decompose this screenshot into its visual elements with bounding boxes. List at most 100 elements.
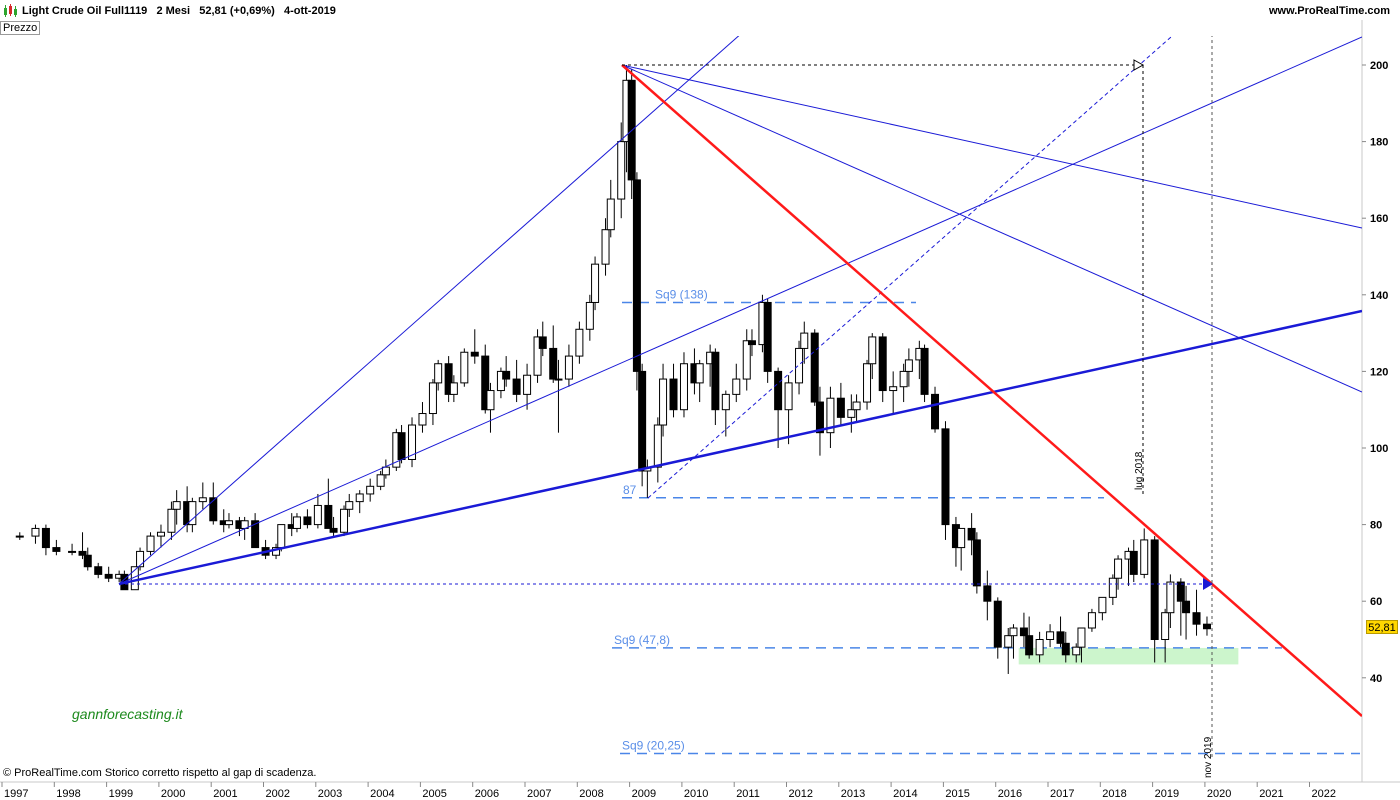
candle-body [784,382,793,411]
candle [747,329,756,357]
candle-body [78,550,87,556]
site-link[interactable]: www.ProRealTime.com [1268,5,1390,17]
candle-body [1129,550,1138,575]
level-label-3: Sq9 (20,25) [622,738,685,752]
candle [188,497,197,533]
candle [941,421,950,540]
candle-body [188,501,197,526]
gann-fan-line-1 [118,36,740,585]
candle-body [104,573,113,579]
candle [324,478,333,529]
candle-body [763,301,772,372]
x-tick-label: 2010 [684,788,708,800]
level-label-2: Sq9 (47,8) [614,633,670,647]
candle-body [1176,581,1185,602]
chart-header: Light Crude Oil Full1119 2 Mesi 52,81 (+… [0,0,1400,22]
candle-body [695,363,704,384]
candle [355,490,364,514]
candle [957,527,966,571]
dashed-angle-line [647,36,1173,499]
candle-body [172,501,181,510]
candle-body [481,355,490,411]
candle-body [1161,612,1170,641]
panel-label[interactable]: Prezzo [0,21,41,35]
candle [659,363,668,437]
candle [763,298,772,383]
x-tick-label: 2009 [632,788,656,800]
candle [381,459,390,479]
x-tick-label: 2018 [1102,788,1126,800]
x-tick-label: 2004 [370,788,394,800]
candle [1150,536,1159,663]
candle-body [538,336,547,349]
candle [732,363,741,403]
candle [847,394,856,433]
candle-body [653,424,662,468]
candle-body [496,370,505,392]
candle [1072,643,1081,663]
candle-body [1202,623,1211,630]
y-tick-label: 60 [1370,596,1382,608]
candle [1019,612,1028,648]
candle [156,524,165,548]
candle [68,543,77,556]
candle [591,256,600,311]
candle-body [575,328,584,357]
candle-body [251,520,260,549]
gann-fan-line-2 [118,36,1362,585]
candle-body [632,179,641,372]
candle-body [564,355,573,380]
candle [366,478,375,502]
x-tick-label: 2021 [1259,788,1283,800]
candle-body [1098,596,1107,614]
x-tick-label: 2012 [789,788,813,800]
candle-body [277,524,286,549]
candle-body [957,527,966,549]
candle-body [198,497,207,503]
candle [972,532,981,594]
watermark: gannforecasting.it [72,706,183,722]
candle [868,333,877,380]
candle-body [366,485,375,495]
candle-body [376,474,385,487]
candle [52,539,61,556]
candle [136,547,145,571]
candle-body [1025,635,1034,656]
candle-body [826,397,835,434]
candle-body [836,397,845,418]
candle-body [460,351,469,384]
candle [606,179,615,238]
candle [94,562,103,579]
candle [418,402,427,433]
candle [41,524,50,556]
candlestick-icon [4,4,17,17]
candle [1182,585,1191,640]
x-tick-label: 2003 [318,788,342,800]
x-tick-label: 2013 [841,788,865,800]
candle-body [983,585,992,602]
candle [313,493,322,529]
candle-body [68,550,77,553]
chart-title: Light Crude Oil Full1119 2 Mesi 52,81 (+… [22,5,336,17]
candle-body [31,527,40,537]
target-arrow [1203,578,1213,590]
candle-body [292,516,301,529]
candle-body [1150,539,1159,640]
candle-body [340,508,349,533]
candle [449,375,458,403]
candle-body [601,229,610,265]
x-tick-label: 2005 [422,788,446,800]
candle [632,172,641,391]
candle [826,386,835,448]
fan-line-from-top-1 [621,64,1362,229]
candle [512,359,521,403]
candle [931,386,940,433]
candle-body [329,527,338,533]
candle [78,532,87,560]
candle [695,359,704,403]
candle [889,371,898,414]
y-tick-label: 40 [1370,673,1382,685]
candle-body [1009,627,1018,637]
candle [1046,624,1055,648]
